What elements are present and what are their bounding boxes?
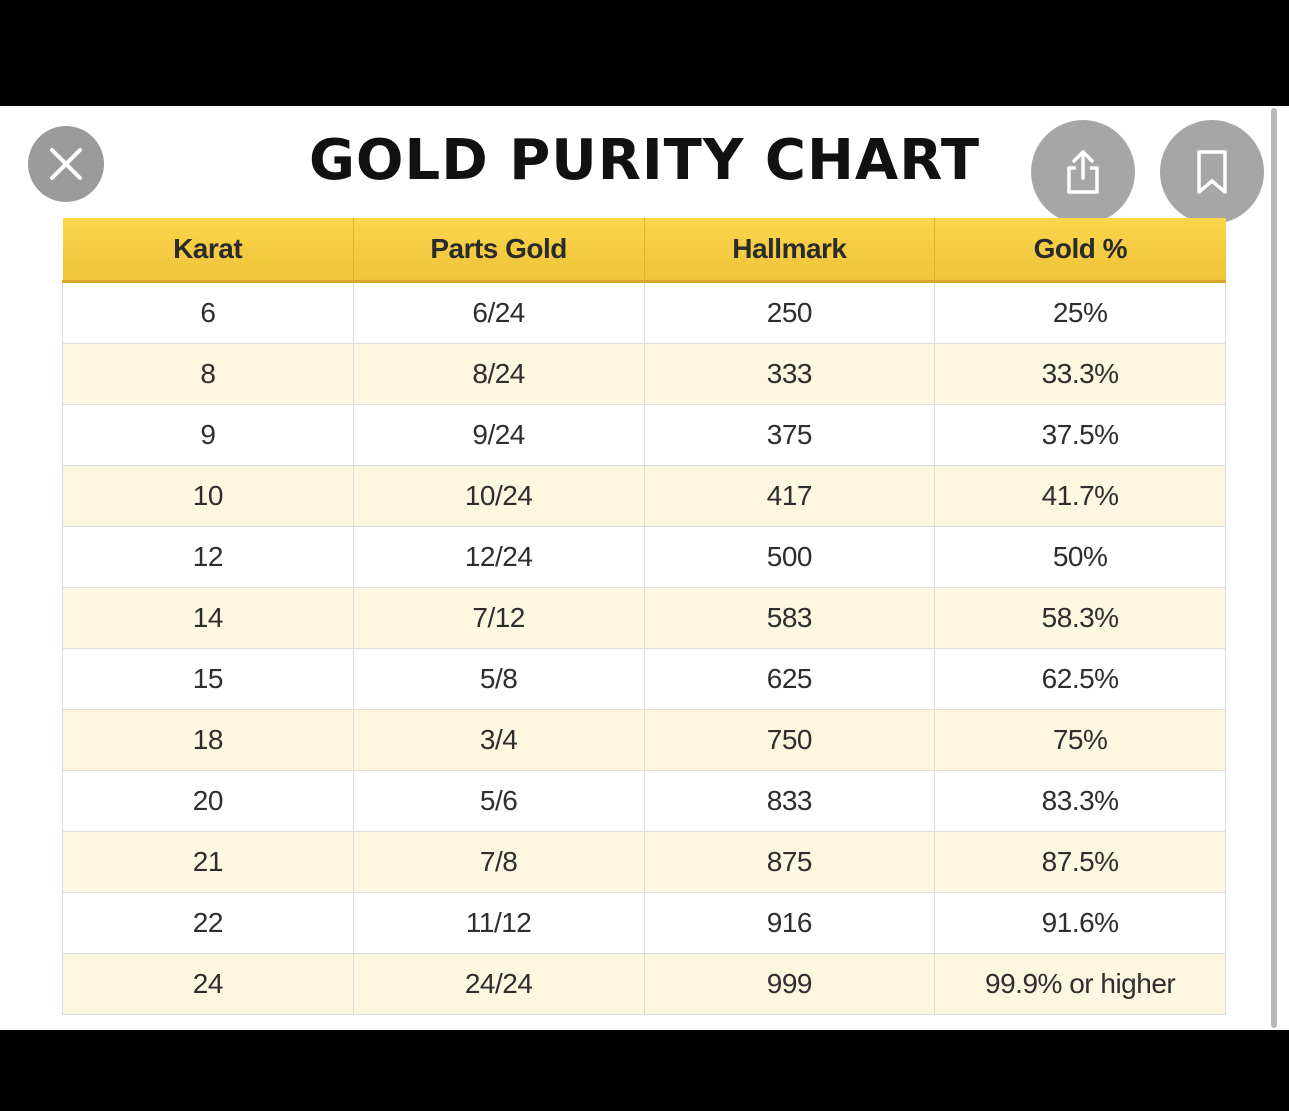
cell-parts-gold: 5/6 bbox=[352, 770, 645, 832]
cell-karat: 18 bbox=[62, 709, 354, 771]
table-row: 9 9/24 375 37.5% bbox=[62, 404, 1226, 466]
header-gold-percent: Gold % bbox=[934, 218, 1226, 283]
cell-karat: 20 bbox=[62, 770, 354, 832]
table-header-row: Karat Parts Gold Hallmark Gold % bbox=[62, 218, 1226, 283]
cell-karat: 10 bbox=[62, 465, 354, 527]
image-viewer: GOLD PURITY CHART Karat Parts Gold Hallm… bbox=[0, 106, 1289, 1030]
cell-parts-gold: 9/24 bbox=[352, 404, 645, 466]
cell-hallmark: 375 bbox=[643, 404, 936, 466]
cell-parts-gold: 5/8 bbox=[352, 648, 645, 710]
table-row: 18 3/4 750 75% bbox=[62, 709, 1226, 771]
cell-parts-gold: 10/24 bbox=[352, 465, 645, 527]
close-icon bbox=[50, 148, 82, 180]
cell-parts-gold: 12/24 bbox=[352, 526, 645, 588]
cell-parts-gold: 3/4 bbox=[352, 709, 645, 771]
cell-karat: 8 bbox=[62, 343, 354, 405]
cell-hallmark: 916 bbox=[643, 892, 936, 954]
cell-hallmark: 583 bbox=[643, 587, 936, 649]
cell-hallmark: 999 bbox=[643, 953, 936, 1015]
table-row: 22 11/12 916 91.6% bbox=[62, 892, 1226, 954]
bookmark-icon bbox=[1197, 150, 1227, 194]
cell-hallmark: 417 bbox=[643, 465, 936, 527]
cell-hallmark: 833 bbox=[643, 770, 936, 832]
cell-karat: 6 bbox=[62, 281, 354, 344]
cell-gold-percent: 75% bbox=[934, 709, 1226, 771]
cell-parts-gold: 24/24 bbox=[352, 953, 645, 1015]
cell-gold-percent: 91.6% bbox=[934, 892, 1226, 954]
cell-hallmark: 333 bbox=[643, 343, 936, 405]
cell-hallmark: 500 bbox=[643, 526, 936, 588]
table-row: 12 12/24 500 50% bbox=[62, 526, 1226, 588]
cell-hallmark: 625 bbox=[643, 648, 936, 710]
cell-gold-percent: 50% bbox=[934, 526, 1226, 588]
cell-hallmark: 750 bbox=[643, 709, 936, 771]
header-karat: Karat bbox=[62, 218, 354, 283]
table-row: 6 6/24 250 25% bbox=[62, 281, 1226, 344]
cell-karat: 24 bbox=[62, 953, 354, 1015]
cell-gold-percent: 58.3% bbox=[934, 587, 1226, 649]
gold-purity-table: Karat Parts Gold Hallmark Gold % 6 6/24 … bbox=[62, 218, 1226, 1015]
bookmark-button[interactable] bbox=[1160, 120, 1264, 224]
table-row: 14 7/12 583 58.3% bbox=[62, 587, 1226, 649]
cell-gold-percent: 87.5% bbox=[934, 831, 1226, 893]
table-row: 24 24/24 999 99.9% or higher bbox=[62, 953, 1226, 1015]
table-row: 21 7/8 875 87.5% bbox=[62, 831, 1226, 893]
share-button[interactable] bbox=[1031, 120, 1135, 224]
chart-title: GOLD PURITY CHART bbox=[308, 128, 981, 193]
cell-gold-percent: 99.9% or higher bbox=[934, 953, 1226, 1015]
share-icon bbox=[1067, 150, 1099, 194]
table-row: 8 8/24 333 33.3% bbox=[62, 343, 1226, 405]
cell-gold-percent: 37.5% bbox=[934, 404, 1226, 466]
table-row: 15 5/8 625 62.5% bbox=[62, 648, 1226, 710]
table-row: 20 5/6 833 83.3% bbox=[62, 770, 1226, 832]
cell-karat: 15 bbox=[62, 648, 354, 710]
table-row: 10 10/24 417 41.7% bbox=[62, 465, 1226, 527]
cell-parts-gold: 7/12 bbox=[352, 587, 645, 649]
cell-gold-percent: 62.5% bbox=[934, 648, 1226, 710]
scrollbar[interactable] bbox=[1271, 108, 1277, 1028]
close-button[interactable] bbox=[28, 126, 104, 202]
header-parts-gold: Parts Gold bbox=[353, 218, 645, 283]
cell-hallmark: 875 bbox=[643, 831, 936, 893]
cell-parts-gold: 8/24 bbox=[352, 343, 645, 405]
cell-parts-gold: 11/12 bbox=[352, 892, 645, 954]
cell-karat: 9 bbox=[62, 404, 354, 466]
cell-parts-gold: 7/8 bbox=[352, 831, 645, 893]
cell-gold-percent: 83.3% bbox=[934, 770, 1226, 832]
cell-karat: 21 bbox=[62, 831, 354, 893]
cell-gold-percent: 33.3% bbox=[934, 343, 1226, 405]
cell-karat: 14 bbox=[62, 587, 354, 649]
cell-gold-percent: 41.7% bbox=[934, 465, 1226, 527]
header-hallmark: Hallmark bbox=[644, 218, 936, 283]
cell-hallmark: 250 bbox=[643, 281, 936, 344]
cell-karat: 12 bbox=[62, 526, 354, 588]
cell-parts-gold: 6/24 bbox=[352, 281, 645, 344]
cell-gold-percent: 25% bbox=[934, 281, 1226, 344]
cell-karat: 22 bbox=[62, 892, 354, 954]
